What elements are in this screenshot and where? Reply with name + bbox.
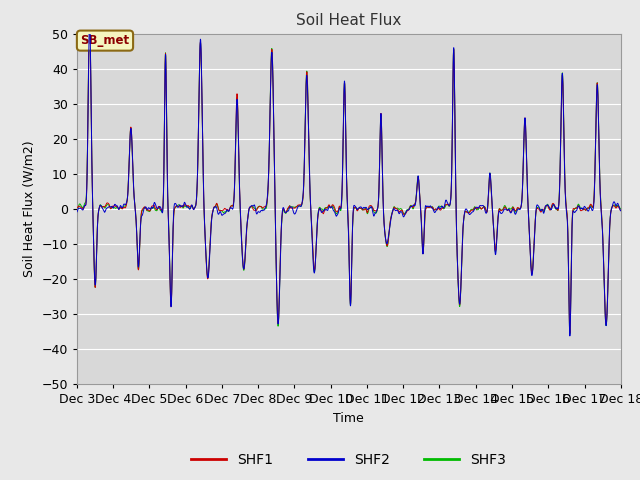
SHF1 [607,213,614,218]
SHF3 [548,204,556,210]
Legend: SHF1, SHF2, SHF3: SHF1, SHF2, SHF3 [186,447,512,472]
SHF1 [135,261,143,266]
SHF1 [282,210,289,216]
SHF2 [86,15,93,21]
SHF2 [282,210,289,216]
SHF2 [617,208,625,214]
SHF3 [135,260,143,266]
SHF3 [566,331,573,336]
SHF3 [282,210,289,216]
SHF1 [617,208,625,214]
X-axis label: Time: Time [333,411,364,425]
SHF2 [566,333,573,339]
SHF3 [617,206,625,212]
SHF1 [168,301,175,307]
Line: SHF1: SHF1 [77,21,621,333]
Title: Soil Heat Flux: Soil Heat Flux [296,13,401,28]
Line: SHF3: SHF3 [77,21,621,334]
SHF1 [86,18,93,24]
SHF3 [86,18,93,24]
SHF2 [305,158,313,164]
SHF3 [305,158,313,164]
Y-axis label: Soil Heat Flux (W/m2): Soil Heat Flux (W/m2) [22,141,36,277]
SHF1 [73,205,81,211]
SHF1 [566,330,573,336]
SHF3 [73,208,81,214]
SHF3 [607,212,614,217]
SHF2 [548,206,556,212]
SHF1 [305,158,313,164]
SHF3 [168,299,175,305]
SHF1 [548,203,556,209]
SHF2 [135,257,143,263]
Line: SHF2: SHF2 [77,18,621,336]
SHF2 [168,301,175,307]
SHF2 [607,212,614,217]
SHF2 [73,209,81,215]
Text: SB_met: SB_met [81,34,129,47]
